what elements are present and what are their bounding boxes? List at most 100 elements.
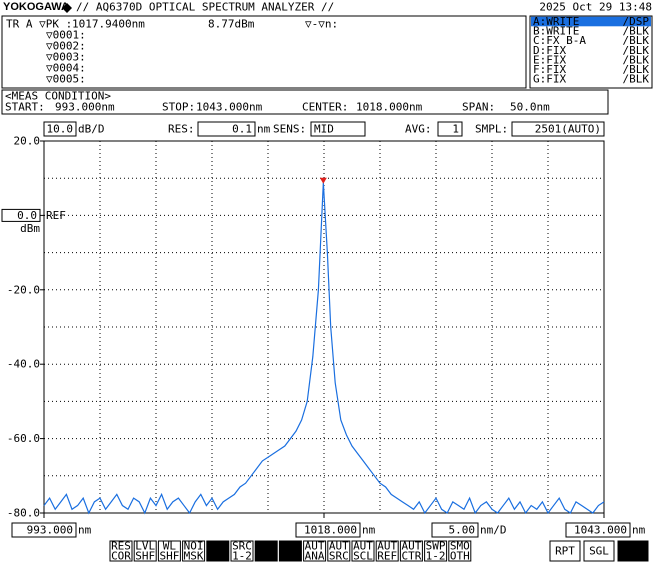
soft-key-label: SGL bbox=[589, 545, 609, 558]
soft-key[interactable] bbox=[327, 540, 351, 562]
soft-key-label: OFS bbox=[280, 550, 300, 562]
setting-value: 2501(AUTO) bbox=[535, 123, 601, 136]
soft-key-label: SMO bbox=[450, 540, 470, 553]
trace-name: F:FIX bbox=[533, 63, 566, 76]
soft-key-label: AUT bbox=[401, 540, 421, 553]
meas-label: STOP: bbox=[162, 101, 195, 114]
marker-slot: ▽0003: bbox=[46, 51, 86, 64]
ydiv-value: 10.0 bbox=[47, 123, 74, 136]
soft-key[interactable] bbox=[157, 540, 181, 562]
soft-key-label: SCL bbox=[353, 550, 373, 562]
soft-key[interactable] bbox=[206, 540, 230, 562]
peak-marker bbox=[319, 177, 327, 184]
setting-value-box bbox=[437, 121, 463, 137]
trace-mode: /BLK bbox=[623, 25, 650, 38]
x-tick-label-box bbox=[295, 522, 361, 538]
y-tick-label: -60.0 bbox=[7, 432, 40, 445]
x-tick-label-box bbox=[11, 522, 77, 538]
ydiv-unit: dB/D bbox=[78, 123, 105, 136]
soft-key-label: ZOM bbox=[208, 550, 228, 562]
soft-key-label: RES bbox=[111, 540, 131, 553]
soft-key[interactable] bbox=[133, 540, 157, 562]
soft-key[interactable] bbox=[617, 540, 649, 562]
soft-key-label: SHF bbox=[135, 550, 155, 562]
x-tick-label: 1018.000 bbox=[304, 524, 357, 537]
soft-key-label: AUT bbox=[305, 540, 325, 553]
soft-key-label: ANA bbox=[305, 550, 325, 562]
meas-panel bbox=[1, 89, 609, 115]
x-tick-label-box bbox=[565, 522, 631, 538]
trace-name: G:FIX bbox=[533, 73, 566, 86]
soft-key[interactable] bbox=[109, 540, 133, 562]
y-tick-label: -40.0 bbox=[7, 358, 40, 371]
setting-value-box bbox=[197, 121, 256, 137]
soft-key-label: NOI bbox=[184, 540, 204, 553]
meas-value: 50.0nm bbox=[510, 101, 550, 114]
setting-label: AVG: bbox=[405, 123, 432, 136]
soft-key-label: 1-2 bbox=[232, 550, 252, 562]
spectrum-trace bbox=[43, 182, 605, 515]
meas-label: START: bbox=[5, 101, 45, 114]
soft-key[interactable] bbox=[303, 540, 327, 562]
soft-key[interactable] bbox=[375, 540, 399, 562]
soft-key[interactable] bbox=[254, 540, 278, 562]
brand: YOKOGAWA bbox=[3, 1, 69, 13]
soft-key[interactable] bbox=[583, 540, 615, 562]
meas-value: 1043.000nm bbox=[196, 101, 263, 114]
soft-key[interactable] bbox=[182, 540, 206, 562]
soft-key[interactable] bbox=[399, 540, 423, 562]
marker-slot: ▽0001: bbox=[46, 29, 86, 42]
soft-key[interactable] bbox=[230, 540, 254, 562]
marker-slot: ▽0005: bbox=[46, 73, 86, 86]
brand-diamond bbox=[62, 3, 72, 13]
soft-key[interactable] bbox=[351, 540, 375, 562]
soft-key-label: 1-2 bbox=[426, 550, 446, 562]
soft-key-label: SWP bbox=[426, 540, 446, 553]
ref-value: 0.0 bbox=[17, 209, 37, 222]
trace-mode: /DSP bbox=[623, 15, 650, 28]
setting-value: MID bbox=[314, 123, 334, 136]
trace-name: B:WRITE bbox=[533, 25, 579, 38]
x-unit: nm bbox=[632, 524, 646, 537]
soft-key[interactable] bbox=[424, 540, 448, 562]
soft-key[interactable] bbox=[448, 540, 472, 562]
trace-mode: /BLK bbox=[623, 63, 650, 76]
soft-key-label: WL bbox=[260, 550, 274, 562]
datetime: 2025 Oct 29 13:48 bbox=[539, 1, 652, 14]
xdiv-value: 5.00 bbox=[449, 524, 476, 537]
setting-label: RES: bbox=[168, 123, 195, 136]
soft-key-label: AUT bbox=[329, 540, 349, 553]
trace-highlight bbox=[531, 16, 651, 27]
marker-slot: ▽0004: bbox=[46, 62, 86, 75]
setting-value: 1 bbox=[452, 123, 459, 136]
trace-mode: /BLK bbox=[623, 73, 650, 86]
soft-key-label: SHF bbox=[159, 550, 179, 562]
soft-key-label: AUT bbox=[377, 540, 397, 553]
meas-value: 1018.000nm bbox=[356, 101, 423, 114]
soft-key-label: AUT bbox=[353, 540, 373, 553]
meas-label: CENTER: bbox=[302, 101, 348, 114]
x-tick-label: 993.000 bbox=[27, 524, 73, 537]
soft-key-label: WL bbox=[163, 540, 177, 553]
marker-panel bbox=[1, 15, 527, 89]
soft-key-label: VAC bbox=[256, 540, 276, 553]
marker-level: 8.77dBm bbox=[208, 18, 255, 31]
soft-key-label: MSK bbox=[184, 550, 204, 562]
soft-key[interactable] bbox=[549, 540, 581, 562]
soft-key-label: SRC bbox=[329, 550, 349, 562]
soft-key-label: REF bbox=[377, 550, 397, 562]
soft-key-label: OTH bbox=[450, 550, 470, 562]
ydiv-value-box bbox=[43, 121, 77, 137]
soft-key-label: SRC bbox=[208, 540, 228, 553]
trace-mode: /BLK bbox=[623, 44, 650, 57]
soft-key-label: COR bbox=[111, 550, 131, 562]
delta-marker: ▽-▽n: bbox=[305, 18, 338, 31]
soft-key-label: SRC bbox=[232, 540, 252, 553]
trace-mode: /BLK bbox=[623, 53, 650, 66]
soft-key[interactable] bbox=[278, 540, 302, 562]
trace-name: E:FIX bbox=[533, 53, 566, 66]
y-tick-label: 20.0 bbox=[14, 135, 41, 148]
x-tick-label: 1043.000 bbox=[574, 524, 627, 537]
meas-title: <MEAS CONDITION> bbox=[5, 90, 111, 103]
